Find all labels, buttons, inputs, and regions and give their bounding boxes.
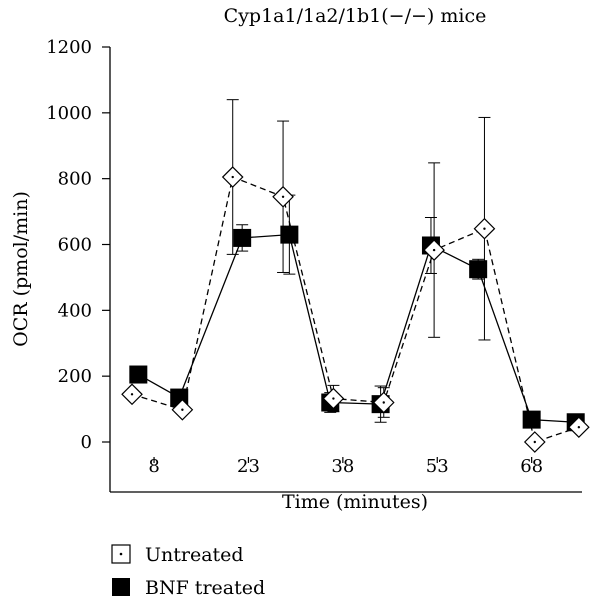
point-untreated-dot-1: [181, 408, 184, 411]
y-tick-label-200: 200: [58, 366, 92, 387]
y-tick-label-800: 800: [58, 169, 92, 190]
point-untreated-dot-8: [533, 440, 536, 444]
x-axis-ticks: 8 23 38 53 68: [148, 456, 543, 477]
point-untreated-dot-3: [281, 195, 285, 198]
point-bnf-3: [280, 225, 299, 244]
point-untreated-dot-5: [382, 401, 385, 404]
y-tick-label-400: 400: [58, 300, 92, 321]
point-bnf-2: [233, 228, 252, 247]
chart-title: Cyp1a1/1a2/1b1(−/−) mice: [224, 5, 487, 27]
series-layer: [121, 99, 590, 453]
x-tick-label-68: 68: [520, 456, 543, 477]
point-untreated-dot-7: [483, 227, 486, 230]
x-tick-label-38: 38: [331, 456, 354, 477]
plot-area: 0 200 400 600 800 1000 1200 8 23 38 53 68: [46, 37, 590, 493]
legend-bnf-label: BNF treated: [145, 577, 265, 599]
point-untreated-dot-4: [332, 397, 335, 400]
series-line-0: [131, 176, 580, 443]
y-tick-label-600: 600: [58, 235, 92, 256]
x-tick-label-23: 23: [237, 456, 260, 477]
y-axis-ticks: 0 200 400 600 800 1000 1200: [46, 37, 110, 453]
x-tick-label-8: 8: [148, 456, 159, 477]
x-axis-label: Time (minutes): [282, 491, 428, 513]
point-untreated-dot-0: [130, 393, 134, 396]
x-tick-label-53: 53: [426, 456, 449, 477]
series-untreated: [121, 99, 590, 453]
y-tick-label-1200: 1200: [46, 37, 92, 58]
point-bnf-8: [522, 410, 541, 429]
y-tick-label-0: 0: [81, 432, 92, 453]
legend-item-untreated: Untreated: [111, 544, 244, 566]
series-bnf-treated: [129, 194, 585, 432]
point-untreated-dot-9: [577, 425, 581, 429]
point-bnf-0: [129, 365, 148, 384]
point-untreated-dot-6: [432, 248, 436, 252]
point-untreated-dot-2: [231, 175, 234, 179]
y-axis-label: OCR (pmol/min): [10, 191, 32, 347]
legend-untreated-label: Untreated: [145, 544, 244, 566]
legend-untreated-dot-icon: [119, 552, 123, 556]
legend-item-bnf-treated: BNF treated: [112, 577, 265, 599]
legend: Untreated BNF treated: [111, 544, 265, 599]
point-bnf-7: [469, 260, 488, 279]
series-line-1: [138, 233, 576, 423]
legend-bnf-marker-icon: [112, 578, 130, 596]
y-tick-label-1000: 1000: [46, 103, 92, 124]
